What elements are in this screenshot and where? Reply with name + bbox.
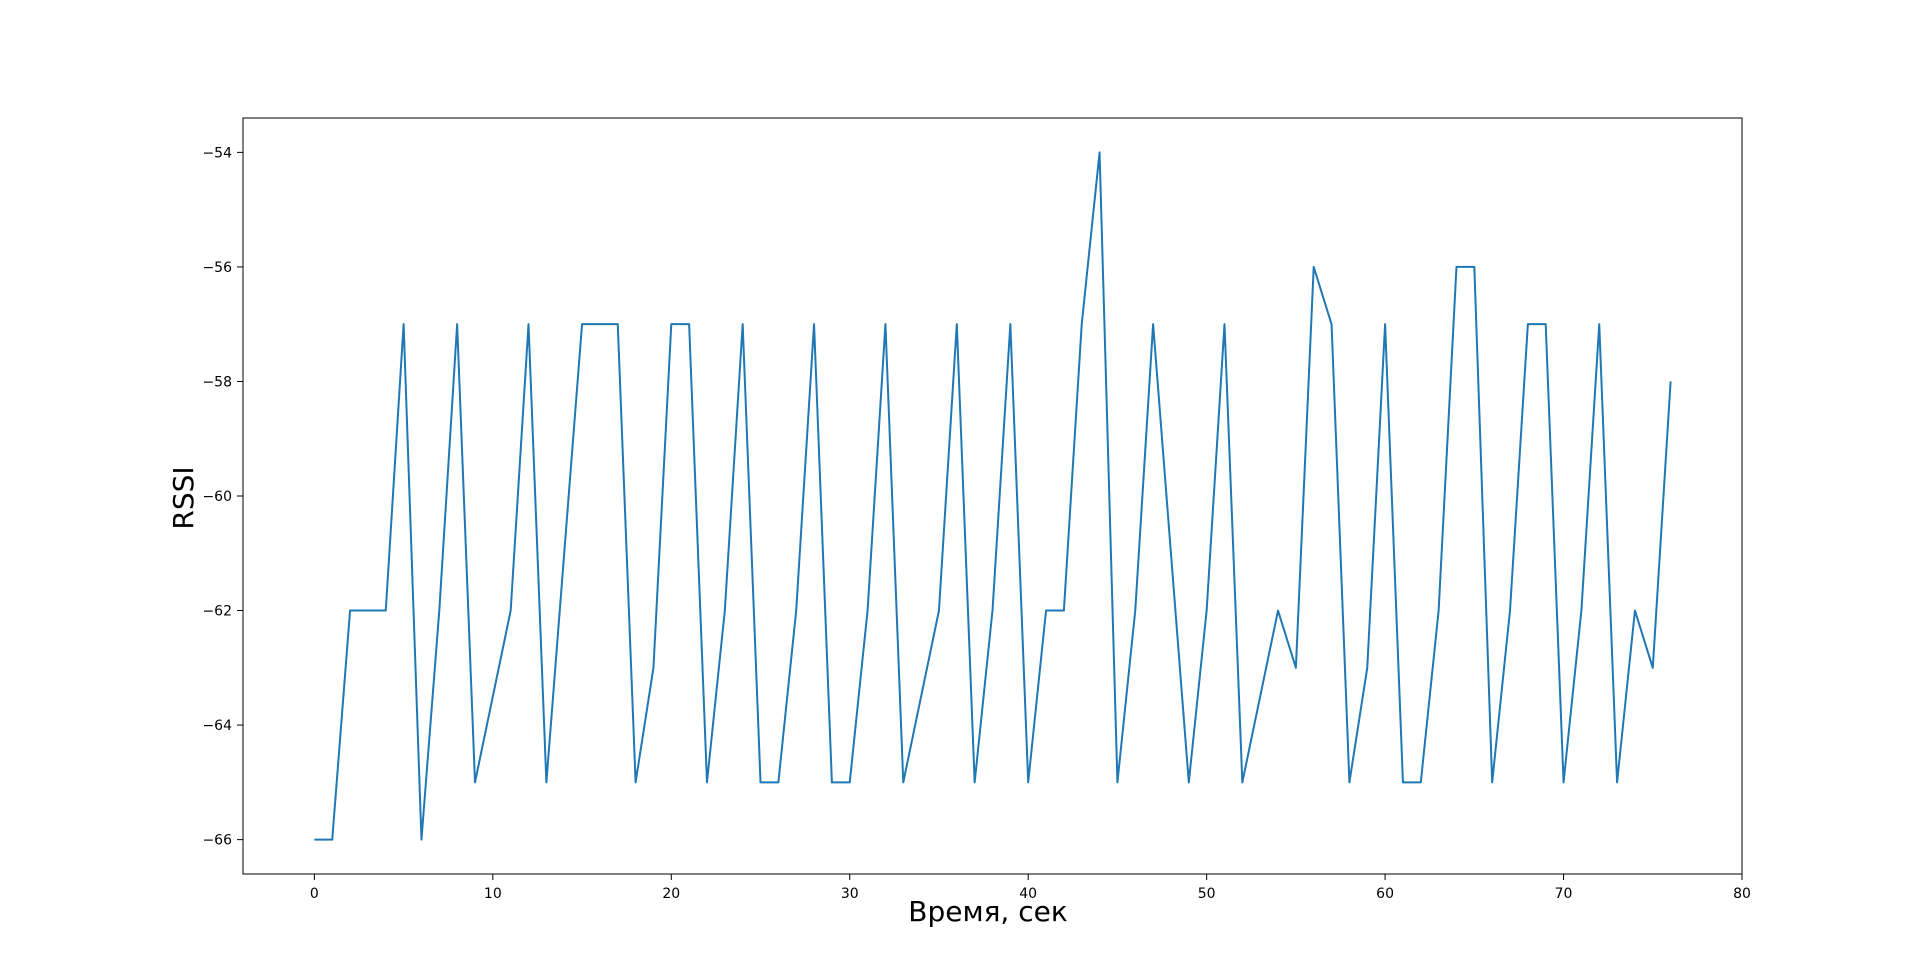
y-tick-label: −62 (202, 604, 232, 620)
x-axis-label: Время, сек (908, 895, 1068, 928)
y-tick-label: −58 (202, 374, 232, 390)
x-tick-label: 40 (1019, 886, 1037, 902)
plot-area (242, 117, 1743, 875)
y-tick-label: −64 (202, 718, 232, 734)
x-tick-label: 80 (1733, 886, 1751, 902)
x-axis-ticks: 0 10 20 30 40 50 60 70 80 (310, 874, 1751, 902)
x-tick-label: 70 (1555, 886, 1573, 902)
y-tick-label: −56 (202, 260, 232, 276)
y-tick-label: −60 (202, 489, 232, 505)
y-tick-label: −54 (202, 145, 232, 161)
x-tick-label: 10 (484, 886, 502, 902)
x-tick-label: 20 (662, 886, 680, 902)
x-tick-label: 30 (841, 886, 859, 902)
y-axis-ticks: −66 −64 −62 −60 −58 −56 −54 (202, 145, 243, 849)
x-tick-label: 60 (1376, 886, 1394, 902)
y-tick-label: −66 (202, 833, 232, 849)
x-tick-label: 0 (310, 886, 319, 902)
x-tick-label: 50 (1198, 886, 1216, 902)
y-axis-label: RSSI (167, 466, 200, 529)
series-line-0 (314, 151, 1672, 841)
